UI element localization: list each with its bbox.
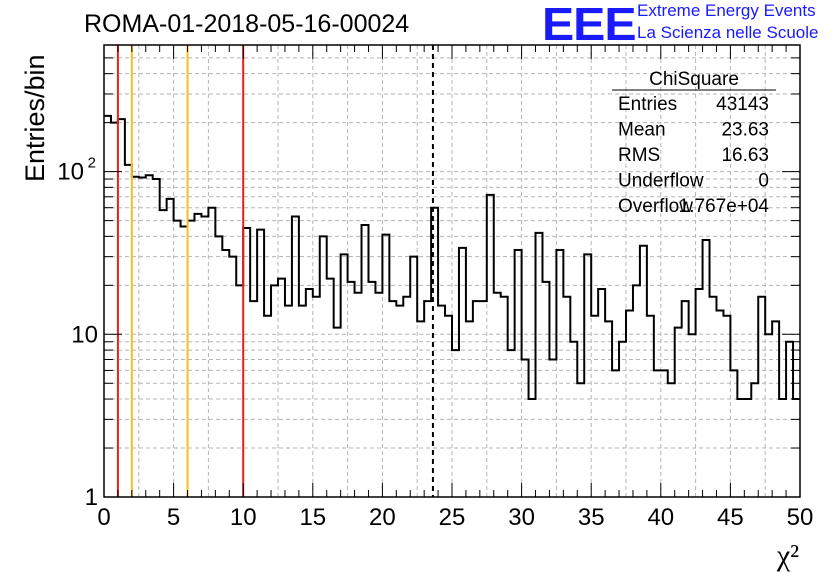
- x-tick-label: 50: [787, 504, 814, 531]
- y-tick-label-exponent: 2: [88, 155, 96, 172]
- eee-logo: EEE: [542, 0, 637, 50]
- chart-title: ROMA-01-2018-05-16-00024: [84, 10, 410, 38]
- logo-subtitle-line2: La Scienza nelle Scuole: [637, 23, 819, 42]
- x-tick-label: 0: [97, 504, 110, 531]
- stats-value: 1.767e+04: [679, 196, 770, 217]
- x-tick-label: 40: [647, 504, 674, 531]
- x-tick-label: 35: [578, 504, 605, 531]
- stats-box-title: ChiSquare: [649, 69, 739, 90]
- stats-value: 23.63: [721, 120, 769, 141]
- x-tick-label: 45: [717, 504, 744, 531]
- x-tick-label: 30: [508, 504, 535, 531]
- x-tick-label: 20: [369, 504, 396, 531]
- stats-label: Mean: [618, 120, 666, 141]
- logo-subtitle-line1: Extreme Energy Events: [637, 1, 816, 20]
- stats-label: Overflow: [618, 196, 693, 217]
- x-axis-label: χ²: [776, 539, 799, 572]
- x-tick-label: 10: [230, 504, 257, 531]
- stats-value: 16.63: [721, 145, 769, 166]
- histogram-series: [104, 114, 800, 401]
- stats-value: 0: [758, 171, 769, 192]
- x-tick-label: 25: [439, 504, 466, 531]
- stats-label: RMS: [618, 145, 660, 166]
- y-tick-label: 10: [71, 321, 98, 348]
- x-tick-label: 5: [167, 504, 180, 531]
- stats-value: 43143: [716, 94, 769, 115]
- stats-label: Entries: [618, 94, 677, 115]
- x-tick-label: 15: [299, 504, 326, 531]
- y-tick-label: 10: [57, 159, 84, 186]
- y-tick-label: 1: [85, 484, 98, 511]
- stats-label: Underflow: [618, 171, 704, 192]
